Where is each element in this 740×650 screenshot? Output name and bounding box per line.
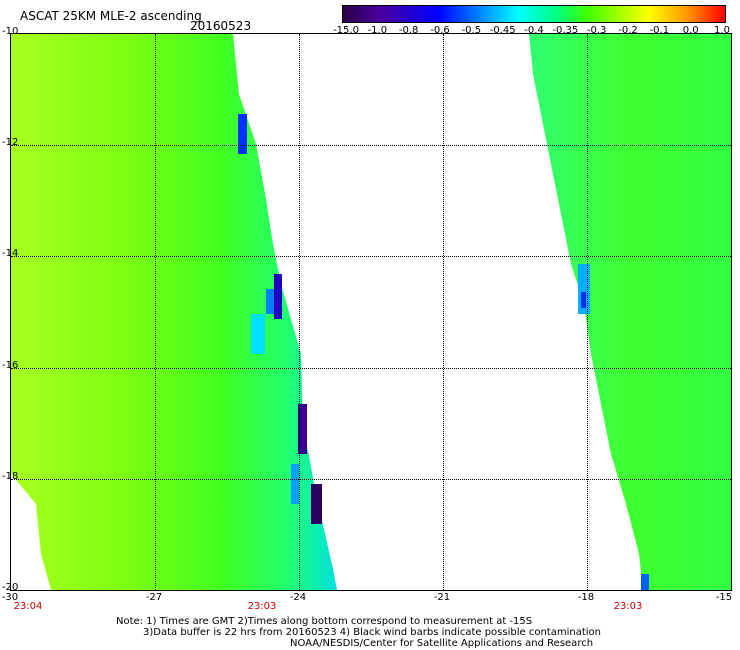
low-streak — [274, 274, 282, 319]
low-streak — [291, 464, 299, 504]
color-scale-tick-label: -0.8 — [398, 25, 419, 36]
color-scale-tick-label: -0.2 — [618, 25, 638, 36]
color-scale-tick-label: -0.4 — [524, 25, 544, 36]
longitude-tick-label: -30 — [1, 592, 19, 603]
color-scale-tick-label: -0.35 — [552, 25, 579, 36]
latitude-tick-label: -18 — [2, 470, 19, 482]
color-scale-tick-label: 0.0 — [682, 25, 699, 36]
low-streak — [641, 574, 649, 590]
meridian-line — [155, 34, 156, 590]
longitude-tick-label: -15 — [715, 592, 733, 603]
low-streak — [238, 114, 247, 154]
color-scale-tick-label: -0.5 — [461, 25, 482, 36]
color-scale-tick-label: 1.0 — [714, 25, 730, 36]
parallel-line — [11, 367, 731, 369]
color-scale-bar — [342, 5, 726, 23]
parallel-line — [11, 256, 731, 258]
color-scale-tick-label: -15.0 — [333, 25, 359, 36]
color-scale-tick-label: -1.0 — [367, 25, 388, 36]
time-label-left: 23:04 — [13, 601, 43, 612]
latitude-tick-label: -10 — [2, 26, 19, 37]
latitude-tick-label: -16 — [2, 359, 19, 371]
meridian-line — [299, 34, 300, 590]
meridian-line — [443, 34, 444, 590]
latitude-tick-label: -14 — [2, 248, 19, 260]
longitude-tick-label: -18 — [577, 592, 595, 603]
parallel-line — [11, 145, 731, 147]
parallel-line — [11, 478, 731, 480]
note-line-2: 3)Data buffer is 22 hrs from 20160523 4)… — [143, 627, 601, 638]
low-streak — [298, 404, 307, 454]
low-streak — [251, 314, 265, 354]
meridian-line — [587, 34, 588, 590]
color-scale-tick-label: -0.6 — [430, 25, 450, 36]
swath-layer — [11, 34, 731, 590]
note-line-3: NOAA/NESDIS/Center for Satellite Applica… — [290, 638, 594, 649]
time-label-middle: 23:03 — [247, 601, 277, 612]
right-swath — [529, 34, 731, 590]
map-plot-area — [10, 33, 732, 591]
color-scale-tick-label: -0.45 — [489, 25, 516, 36]
time-label-right: 23:03 — [613, 601, 643, 612]
low-streak — [311, 484, 322, 524]
latitude-tick-label: -12 — [2, 137, 19, 149]
longitude-tick-label: -24 — [289, 592, 307, 603]
latitude-tick-label: -20 — [2, 582, 19, 593]
color-scale-tick-label: -0.1 — [649, 25, 670, 36]
longitude-tick-label: -21 — [433, 592, 451, 603]
low-streak — [266, 289, 274, 314]
left-swath — [11, 34, 337, 590]
note-line-1: Note: 1) Times are GMT 2)Times along bot… — [116, 616, 533, 627]
low-streak — [581, 292, 586, 308]
color-scale-tick-label: -0.3 — [586, 25, 607, 36]
map-title: ASCAT 25KM MLE-2 ascending — [20, 9, 202, 23]
longitude-tick-label: -27 — [145, 592, 163, 603]
map-date: 20160523 — [190, 19, 252, 33]
